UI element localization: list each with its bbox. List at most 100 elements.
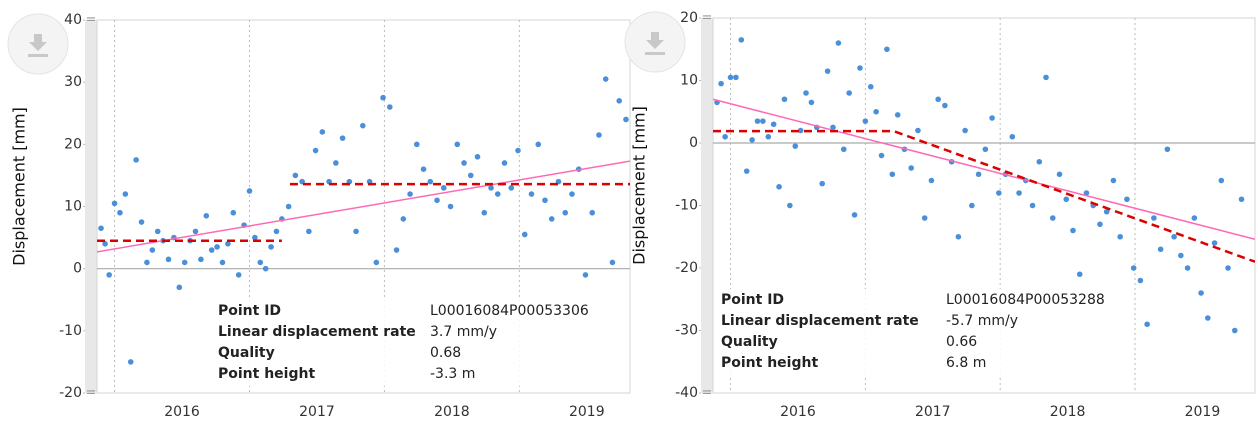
data-point (955, 233, 962, 240)
data-point (623, 116, 629, 123)
data-point (569, 191, 575, 197)
data-point (203, 213, 210, 219)
data-point (521, 231, 528, 238)
data-point (373, 259, 380, 266)
download-button[interactable] (7, 13, 69, 75)
data-point (1151, 215, 1157, 221)
data-point (192, 228, 199, 235)
data-point (792, 143, 799, 149)
data-point (467, 172, 474, 179)
data-point (515, 147, 521, 154)
data-point (407, 191, 413, 197)
data-point (1231, 327, 1238, 334)
data-point (144, 259, 150, 266)
info-value: 0.66 (946, 334, 977, 350)
data-point (1178, 252, 1184, 259)
step-line (713, 129, 1255, 263)
info-value: L00016084P00053288 (946, 292, 1105, 308)
info-value: L00016084P00053306 (430, 303, 589, 319)
data-point (481, 209, 488, 216)
data-point (434, 197, 440, 204)
data-point (474, 153, 481, 160)
data-point (102, 241, 108, 247)
range-handle: = (86, 13, 97, 28)
data-point (1238, 196, 1245, 203)
data-point (548, 216, 555, 222)
info-value: 0.68 (430, 345, 461, 361)
data-point (609, 259, 616, 266)
data-point (962, 127, 968, 134)
data-point (165, 256, 172, 263)
data-point (908, 165, 914, 171)
y-tick-label: 0 (689, 135, 698, 151)
data-point (273, 228, 280, 235)
data-point (1083, 190, 1090, 196)
info-label: Quality (218, 345, 275, 361)
info-box: Point ID L00016084P00053306 Linear displac… (214, 300, 616, 386)
data-point (257, 259, 264, 266)
plot-frame (96, 19, 631, 394)
data-point (447, 203, 454, 210)
data-point (781, 96, 788, 103)
data-point (921, 215, 928, 221)
data-point (353, 228, 359, 235)
data-point (862, 118, 869, 124)
side-bar (85, 20, 97, 393)
data-point (1137, 277, 1144, 284)
download-button[interactable] (624, 11, 686, 73)
data-point (602, 76, 609, 82)
data-point (760, 118, 766, 124)
data-point (562, 209, 569, 216)
info-label: Point ID (721, 292, 784, 308)
data-point (867, 83, 874, 90)
data-point (1218, 177, 1225, 184)
x-tick-label: 2019 (1185, 404, 1221, 420)
data-point (1036, 158, 1043, 165)
x-tick-label: 2016 (780, 404, 816, 420)
data-point (975, 171, 982, 178)
info-value: 3.7 mm/y (430, 324, 497, 340)
data-point (454, 141, 461, 148)
data-point (262, 265, 269, 272)
y-tick-label: 10 (680, 73, 698, 89)
data-point (1191, 215, 1198, 221)
y-tick-label: 0 (73, 261, 82, 277)
data-point (1164, 146, 1171, 153)
info-value: -3.3 m (430, 366, 475, 382)
data-point (235, 272, 242, 278)
trend-line (97, 160, 630, 253)
x-tick-label: 2018 (1050, 404, 1086, 420)
range-handle: = (86, 386, 97, 401)
y-tick-label: -40 (675, 385, 698, 401)
data-point (1225, 265, 1231, 271)
data-point (1198, 290, 1204, 296)
data-point (1076, 271, 1083, 278)
info-label: Point ID (218, 303, 281, 319)
plot-area (97, 76, 630, 365)
data-point (494, 191, 501, 197)
info-label: Linear displacement rate (218, 324, 416, 340)
data-point (393, 247, 400, 253)
data-point (246, 188, 253, 194)
trend-line (713, 98, 1255, 240)
y-tick-label: 20 (64, 136, 82, 152)
data-point (596, 132, 602, 138)
data-point (928, 177, 935, 184)
data-point (535, 141, 542, 148)
data-point (889, 171, 896, 178)
y-tick-label: -20 (59, 385, 82, 401)
data-point (915, 127, 921, 134)
data-point (333, 160, 339, 166)
plot-area (713, 37, 1255, 334)
data-point (797, 127, 804, 134)
data-point (1171, 233, 1177, 240)
data-point (1097, 221, 1103, 228)
data-point (969, 202, 975, 209)
data-point (743, 168, 750, 174)
data-point (878, 152, 885, 159)
data-point (942, 102, 948, 109)
data-point (149, 247, 156, 253)
data-point (214, 244, 220, 250)
x-tick-label: 2016 (164, 404, 200, 420)
